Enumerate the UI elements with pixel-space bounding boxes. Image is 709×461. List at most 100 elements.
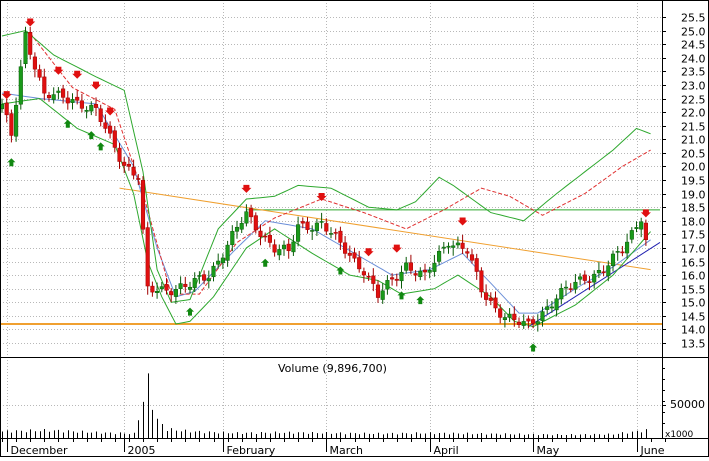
price-tick-label: 24.5 [681, 39, 706, 52]
candle-body [122, 161, 127, 166]
candlestick [117, 142, 122, 169]
sell-arrow-icon [72, 70, 83, 79]
price-tick-label: 25.5 [681, 12, 706, 25]
candle-body [319, 221, 324, 223]
candle-body [474, 258, 479, 272]
candlestick [70, 93, 75, 110]
candle-body [84, 109, 89, 112]
candle-body [502, 317, 507, 320]
price-tick-label: 21.0 [681, 134, 706, 147]
candle-body [117, 147, 122, 162]
buy-arrow-icon [96, 142, 105, 151]
candlestick [643, 219, 648, 246]
candlestick [469, 249, 475, 264]
sell-arrow-icon [640, 209, 651, 218]
candle-body [131, 166, 136, 176]
candlestick [267, 226, 272, 248]
candle-body [563, 286, 569, 289]
sell-arrow-icon [53, 66, 64, 75]
candlestick [498, 304, 503, 324]
candlestick [639, 217, 644, 238]
candle-body [418, 270, 423, 277]
candlestick [220, 253, 225, 270]
candlesticks [0, 26, 648, 332]
volume-unit-label: x1000 [665, 430, 694, 440]
candle-body [357, 257, 362, 270]
candlestick [549, 300, 554, 313]
candle-body [620, 251, 625, 254]
candlestick [277, 244, 282, 261]
candlestick [4, 98, 9, 123]
candle-body [79, 100, 84, 109]
candle-body [249, 208, 254, 218]
candlestick [601, 265, 606, 277]
candle-body [446, 245, 451, 248]
candle-body [32, 56, 37, 70]
candle-body [178, 283, 183, 289]
candlestick [187, 281, 193, 294]
candle-body [28, 32, 33, 55]
candlestick [305, 217, 310, 234]
candle-body [42, 76, 47, 94]
candlestick [239, 216, 244, 234]
candlestick [206, 270, 211, 289]
candle-body [89, 104, 94, 112]
candlestick [535, 314, 540, 332]
buy-arrow-icon [186, 307, 194, 316]
candlestick [98, 104, 103, 127]
candlestick [437, 245, 442, 266]
candle-body [4, 102, 9, 116]
candlestick [291, 234, 296, 256]
candle-body [56, 90, 61, 93]
candle-body [521, 321, 526, 326]
candlestick [394, 273, 399, 287]
candlestick [357, 250, 362, 273]
candlestick [408, 254, 413, 275]
candle-body [479, 270, 484, 293]
candle-body [427, 270, 432, 273]
candlestick [244, 204, 249, 227]
candlestick [568, 283, 573, 293]
candlestick [479, 267, 484, 298]
candle-body [98, 108, 103, 122]
buy-arrow-icon [336, 266, 345, 275]
candlestick [559, 283, 564, 305]
price-tick-label: 25.0 [681, 26, 706, 39]
candle-body [601, 271, 606, 274]
candlestick [371, 268, 376, 292]
candle-body [206, 278, 211, 282]
candlestick [474, 253, 479, 280]
candle-body [296, 224, 301, 242]
candle-body [338, 230, 343, 243]
candle-body [455, 242, 460, 246]
price-tick-label: 16.0 [681, 270, 706, 283]
candle-body [549, 306, 554, 309]
candle-body [582, 274, 587, 281]
candlestick [216, 253, 221, 269]
price-tick-label: 13.5 [681, 338, 706, 351]
buy-arrow-icon [529, 343, 538, 352]
candlestick [526, 315, 531, 329]
candle-body [46, 95, 52, 99]
candle-body [61, 88, 66, 98]
candlestick [14, 97, 19, 142]
candlestick [211, 262, 216, 282]
candlestick [65, 91, 70, 110]
candlestick [164, 278, 169, 295]
candle-body [258, 230, 263, 238]
candle-body [343, 242, 348, 254]
buy-arrow-icon [397, 291, 406, 300]
candle-body [361, 271, 366, 276]
candle-body [281, 244, 287, 250]
sell-arrow-icon [25, 18, 36, 27]
candle-body [540, 311, 545, 321]
trendline [119, 187, 651, 271]
price-tick-label: 19.0 [681, 189, 706, 202]
candle-body [390, 277, 395, 280]
candlestick [108, 121, 113, 139]
candle-body [380, 290, 385, 300]
volume-bars [2, 373, 647, 438]
candlestick [460, 234, 465, 255]
candlestick [582, 270, 587, 285]
